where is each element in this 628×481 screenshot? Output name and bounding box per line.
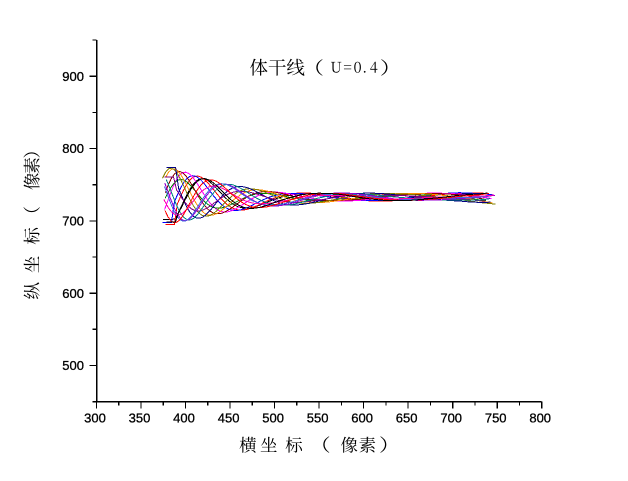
svg-text:750: 750 (485, 411, 507, 426)
svg-text:800: 800 (529, 411, 551, 426)
svg-text:550: 550 (307, 411, 329, 426)
svg-text:700: 700 (62, 214, 84, 229)
svg-text:800: 800 (62, 141, 84, 156)
svg-text:900: 900 (62, 69, 84, 84)
svg-text:500: 500 (62, 358, 84, 373)
svg-text:350: 350 (129, 411, 151, 426)
svg-text:400: 400 (173, 411, 195, 426)
svg-text:600: 600 (351, 411, 373, 426)
svg-text:650: 650 (396, 411, 418, 426)
svg-text:300: 300 (84, 411, 106, 426)
svg-text:700: 700 (440, 411, 462, 426)
svg-text:600: 600 (62, 286, 84, 301)
svg-text:450: 450 (218, 411, 240, 426)
svg-text:500: 500 (262, 411, 284, 426)
